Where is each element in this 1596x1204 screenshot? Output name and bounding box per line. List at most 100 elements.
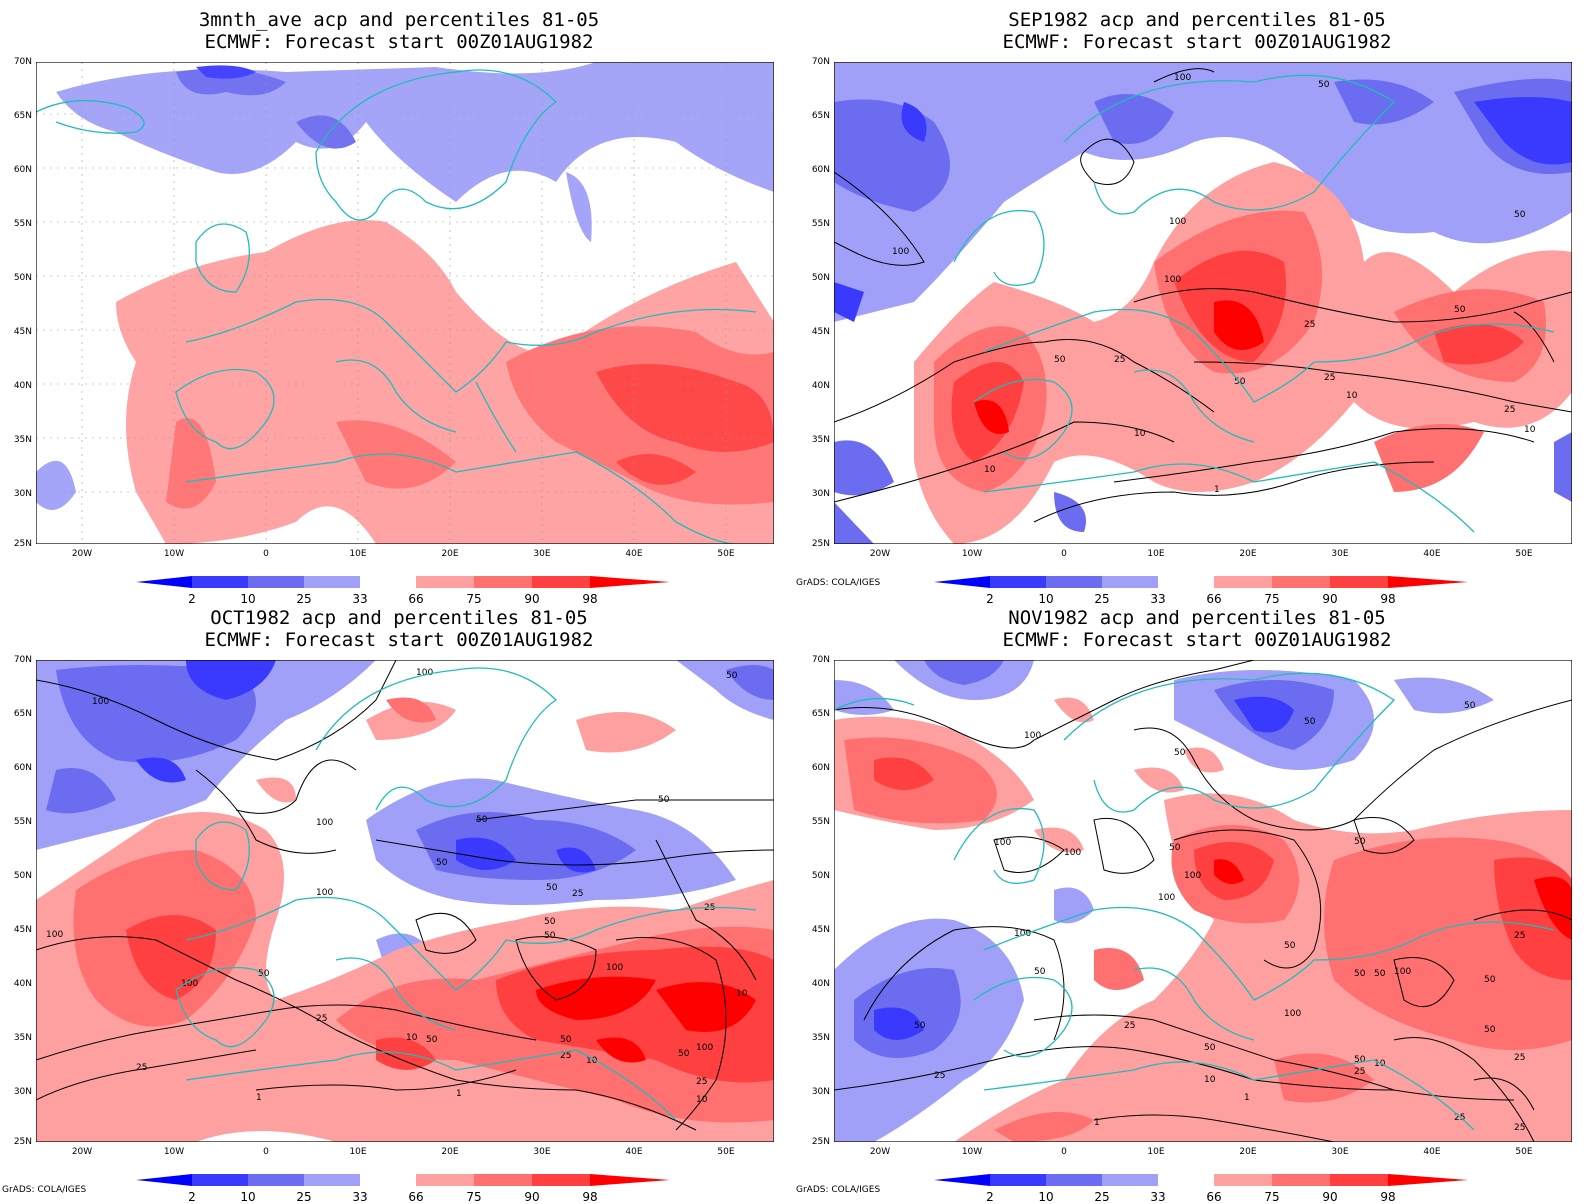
svg-text:100: 100 (696, 1043, 713, 1053)
svg-text:100: 100 (316, 888, 333, 898)
svg-text:50: 50 (546, 883, 558, 893)
colorbar-label: 98 (582, 592, 598, 606)
svg-text:25: 25 (1324, 373, 1335, 383)
colorbar-label: 90 (1322, 592, 1338, 606)
svg-text:25: 25 (1514, 1123, 1525, 1133)
lon-label: 40E (1423, 549, 1441, 559)
lat-label: 35N (811, 1033, 830, 1043)
svg-text:100: 100 (416, 668, 433, 678)
lat-label: 45N (811, 925, 830, 935)
panel-title: NOV1982 acp and percentiles 81-05 (1008, 607, 1386, 629)
lat-label: 40N (13, 979, 32, 989)
lat-label: 65N (811, 111, 830, 121)
lat-label: 25N (13, 1137, 32, 1147)
svg-text:25: 25 (1514, 931, 1525, 941)
lat-label: 55N (13, 817, 32, 827)
lon-label: 10E (1147, 1147, 1165, 1157)
svg-text:100: 100 (1164, 275, 1181, 285)
svg-text:50: 50 (1054, 355, 1066, 365)
colorbar-label: 25 (1094, 1190, 1110, 1204)
lon-label: 20E (1239, 549, 1257, 559)
svg-text:50: 50 (678, 1049, 690, 1059)
svg-text:10: 10 (1524, 425, 1536, 435)
colorbar (136, 1174, 670, 1186)
lon-label: 20W (869, 549, 891, 559)
colorbar-label: 90 (1322, 1190, 1338, 1204)
svg-text:50: 50 (258, 969, 270, 979)
lon-label: 30E (533, 549, 551, 559)
svg-text:25: 25 (136, 1063, 147, 1073)
lat-label: 50N (13, 273, 32, 283)
svg-text:50: 50 (476, 815, 488, 825)
lon-label: 50E (717, 1147, 735, 1157)
lon-label: 30E (1331, 549, 1349, 559)
lon-label: 10W (961, 1147, 983, 1157)
svg-text:100: 100 (1014, 929, 1031, 939)
svg-text:50: 50 (1304, 717, 1316, 727)
panel-subtitle: ECMWF: Forecast start 00Z01AUG1982 (204, 31, 594, 53)
map-plot: 100 100 100 100 100 100 50 50 50 50 50 50 50 100 5… (834, 660, 1572, 1142)
svg-text:1: 1 (456, 1089, 462, 1099)
svg-text:100: 100 (892, 247, 909, 257)
svg-text:100: 100 (606, 963, 623, 973)
svg-text:50: 50 (1204, 1043, 1216, 1053)
colorbar-label: 33 (352, 592, 368, 606)
lon-label: 50E (1515, 1147, 1533, 1157)
svg-text:50: 50 (914, 1021, 926, 1031)
grads-credit: GrADS: COLA/IGES (796, 578, 881, 588)
lon-label: 20W (71, 549, 93, 559)
colorbar-label: 10 (240, 592, 256, 606)
svg-text:50: 50 (1034, 967, 1046, 977)
lat-label: 65N (13, 709, 32, 719)
lat-label: 25N (811, 539, 830, 549)
svg-text:50: 50 (1354, 837, 1366, 847)
lat-label: 70N (13, 57, 32, 67)
svg-text:50: 50 (1284, 941, 1296, 951)
colorbar-label: 75 (1264, 1190, 1280, 1204)
colorbar-label: 10 (240, 1190, 256, 1204)
lat-label: 65N (13, 111, 32, 121)
lat-label: 60N (811, 165, 830, 175)
map-plot: 100 100 100 100 100 100 50 25 25 10 1 1 50 50 25 5… (36, 660, 774, 1142)
lon-label: 50E (1515, 549, 1533, 559)
svg-text:100: 100 (1394, 967, 1411, 977)
svg-text:50: 50 (1464, 701, 1476, 711)
colorbar-label: 25 (1094, 592, 1110, 606)
colorbar-label: 75 (466, 592, 482, 606)
svg-text:10: 10 (586, 1056, 598, 1066)
colorbar-label: 66 (408, 592, 424, 606)
svg-text:25: 25 (572, 889, 583, 899)
panel-3month-average: 3mnth_ave acp and percentiles 81-05 ECMW… (0, 0, 798, 606)
svg-text:25: 25 (1114, 355, 1125, 365)
lon-label: 30E (533, 1147, 551, 1157)
svg-text:100: 100 (316, 818, 333, 828)
svg-text:50: 50 (1484, 1025, 1496, 1035)
colorbar-label: 10 (1038, 592, 1054, 606)
lat-label: 50N (811, 273, 830, 283)
map-plot (36, 62, 774, 544)
lon-label: 30E (1331, 1147, 1349, 1157)
colorbar (136, 576, 670, 588)
svg-text:10: 10 (736, 989, 748, 999)
panel-subtitle: ECMWF: Forecast start 00Z01AUG1982 (1002, 629, 1392, 651)
lat-label: 70N (811, 57, 830, 67)
svg-text:50: 50 (658, 795, 670, 805)
lat-label: 45N (13, 327, 32, 337)
panel-title: SEP1982 acp and percentiles 81-05 (1008, 9, 1386, 31)
svg-text:25: 25 (1504, 405, 1515, 415)
lon-label: 0 (1061, 549, 1067, 559)
svg-text:1: 1 (1214, 485, 1220, 495)
colorbar-label: 2 (986, 592, 994, 606)
svg-text:100: 100 (1024, 731, 1041, 741)
colorbar (934, 1174, 1468, 1186)
svg-text:50: 50 (1374, 969, 1386, 979)
lon-label: 0 (263, 549, 269, 559)
panel-title: OCT1982 acp and percentiles 81-05 (210, 607, 588, 629)
svg-text:50: 50 (1354, 1055, 1366, 1065)
lat-label: 45N (811, 327, 830, 337)
svg-text:100: 100 (46, 930, 63, 940)
colorbar-label: 90 (524, 592, 540, 606)
lon-label: 20E (441, 1147, 459, 1157)
lon-label: 0 (1061, 1147, 1067, 1157)
